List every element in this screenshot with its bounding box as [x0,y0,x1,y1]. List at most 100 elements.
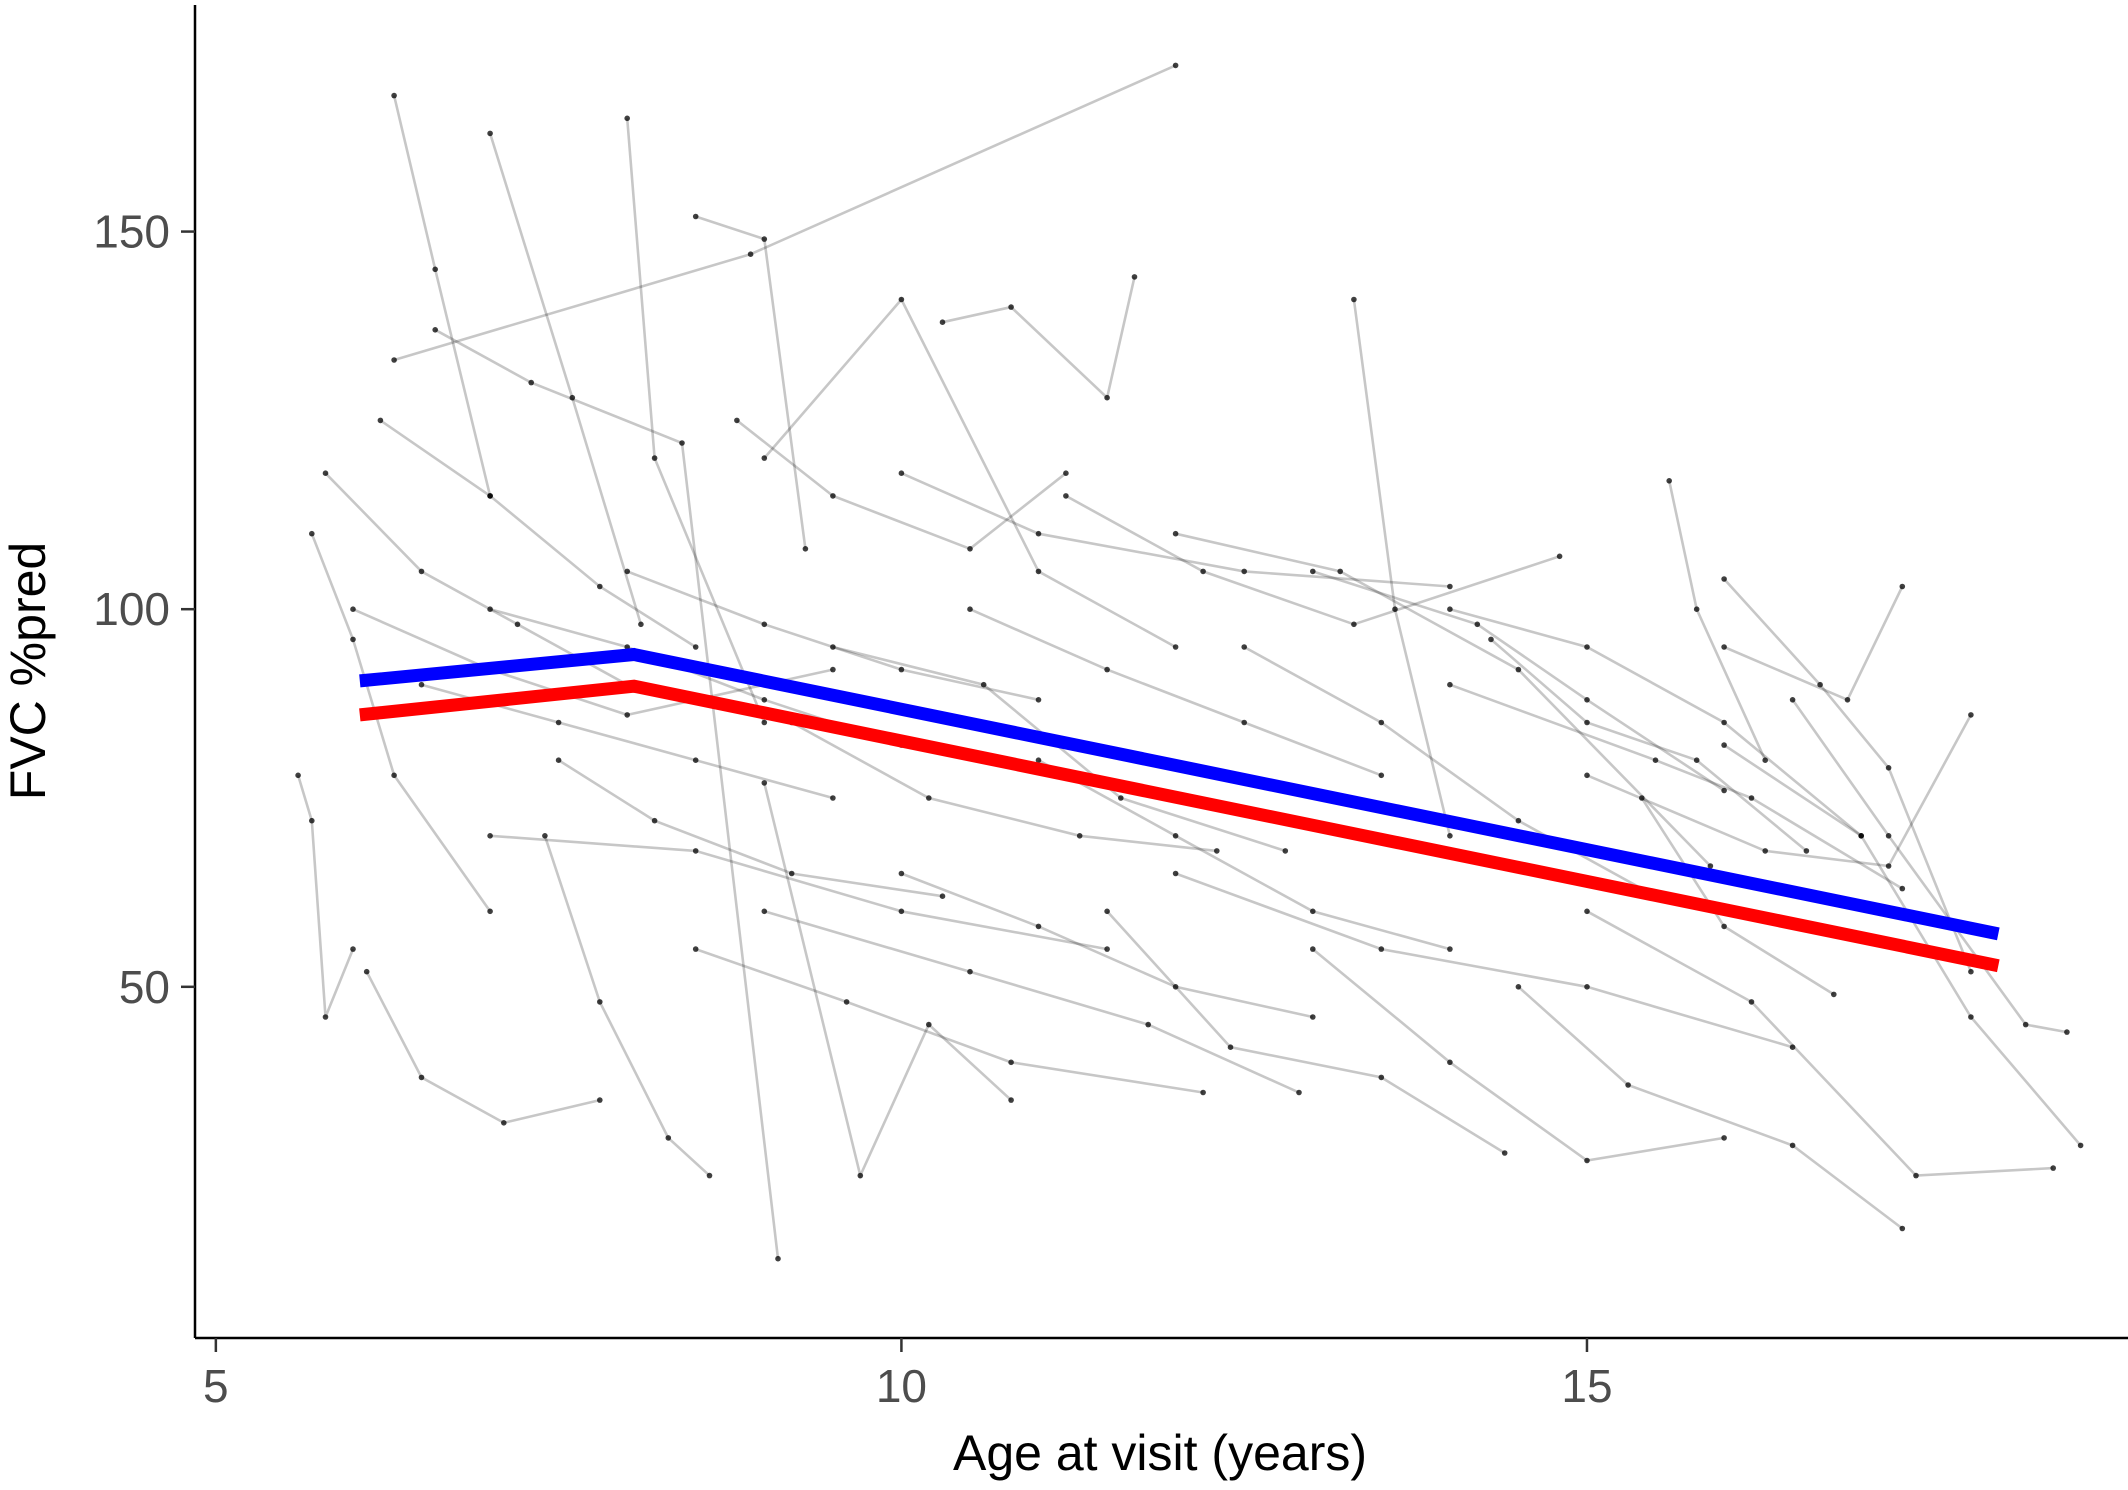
trajectory-point [350,946,356,952]
trajectory-point [802,546,809,552]
trajectory-point [542,833,548,839]
trajectory-point [679,440,685,446]
trajectory-line [490,834,1108,951]
trajectory-point [1337,568,1343,575]
trajectory-point [1721,787,1727,794]
trajectory-point [487,606,493,612]
trajectory-point [597,999,603,1005]
trajectory-point [1378,946,1385,952]
trajectory-point [1789,697,1796,703]
trajectory-line [1175,532,1712,867]
trajectory-point [788,870,795,877]
trajectory-point [1282,848,1289,854]
trajectory-point [761,621,768,628]
trajectory-line [625,118,766,723]
trajectory-point [651,455,658,461]
trajectory-point [692,848,699,854]
trajectory-point [1118,795,1124,801]
trajectory-point [1899,885,1906,892]
red-mean-line [359,679,2000,973]
trajectory-point [1310,908,1316,915]
trajectory-line [1311,948,1725,1162]
trajectory-point [734,417,740,424]
trajectory-point [980,681,987,688]
trajectory-point [1241,644,1247,650]
trajectory-line [379,419,697,649]
trajectory-point [1762,757,1768,763]
trajectory-point [1200,568,1206,575]
trajectory-line [1312,570,1725,792]
trajectory-line [392,95,492,497]
trajectory-point [1104,666,1110,673]
trajectory-point [391,92,397,99]
trajectory-point [761,719,768,726]
trajectory-point [1858,833,1864,839]
trajectory-point [830,666,836,673]
x-tick-label: 5 [203,1360,229,1412]
trajectory-point [898,296,905,303]
trajectory-point [1145,1021,1151,1028]
trajectory-point [1584,772,1590,779]
trajectory-line [1243,645,1657,898]
trajectory-point [2022,1021,2029,1028]
trajectory-point [418,1074,425,1081]
trajectory-point [624,568,630,575]
trajectory-point [432,266,439,273]
trajectory-point [898,908,905,915]
trajectory-point [1652,757,1659,763]
trajectory-point [309,817,315,824]
trajectory-point [597,1097,603,1103]
trajectory-point [651,817,658,824]
trajectory-point [1035,757,1042,763]
trajectory-point [1721,742,1727,748]
y-tick-label: 100 [93,583,170,635]
trajectory-point [1378,719,1385,726]
trajectory-line [1065,494,1561,626]
x-axis-title: Age at visit (years) [953,1425,1367,1481]
trajectory-point [747,251,754,257]
trajectory-point [1721,1135,1727,1141]
trajectory-point [1762,848,1768,854]
trajectory-point [898,870,905,877]
trajectory-point [1241,568,1247,575]
trajectory-point [761,455,768,461]
trajectory-point [624,115,630,122]
trajectory-point [1296,1089,1302,1096]
trajectory-point [2077,1142,2084,1149]
trajectory-point [487,130,493,137]
trajectory-line [626,570,1039,702]
trajectory-line [434,328,780,1259]
trajectory-point [1310,568,1316,575]
trajectory-point [1515,817,1522,824]
trajectory-point [939,319,946,326]
trajectory-point [350,606,356,612]
fitted-mean-lines [359,647,2000,973]
trajectory-point [1899,583,1906,590]
trajectory-point [1693,757,1700,763]
trajectory-point [1351,296,1357,303]
trajectory-point [1748,795,1755,801]
trajectory-point [1584,1157,1590,1164]
y-axis-title: FVC %pred [0,542,56,800]
trajectory-line [557,759,943,898]
trajectory-point [1310,946,1316,952]
trajectory-point [1844,697,1851,703]
trajectory-line [695,947,1204,1094]
trajectory-point [638,621,644,628]
trajectory-line [1449,683,1903,890]
trajectory-line [1517,985,1904,1230]
trajectory-line [763,297,1177,649]
trajectory-point [1035,923,1042,930]
trajectory-point [1584,908,1590,915]
trajectory-point [1241,719,1247,726]
trajectory-point [1104,946,1110,952]
trajectory-line [324,472,628,686]
trajectory-point [1584,984,1590,990]
trajectory-point [1639,795,1645,801]
trajectory-line [1037,759,1451,951]
trajectory-point [1515,666,1522,673]
trajectory-point [692,644,699,650]
trajectory-point [1707,863,1714,869]
trajectory-point [1721,923,1727,930]
trajectory-point [1721,719,1727,726]
